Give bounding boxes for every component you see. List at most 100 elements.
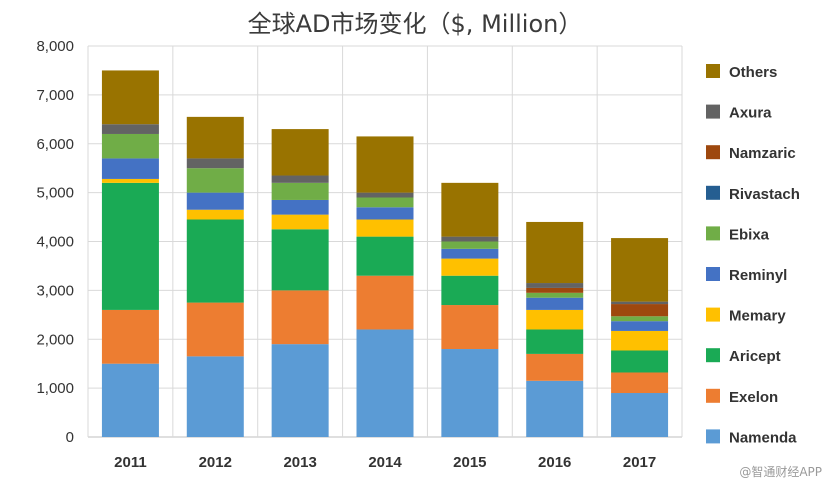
- legend-label-reminyl: Reminyl: [729, 267, 787, 284]
- bar-others-2016: [526, 221, 584, 284]
- bar-namenda-2017: [611, 393, 669, 437]
- bar-others-2013: [271, 129, 329, 176]
- bar-reminyl-2012: [186, 192, 244, 210]
- bar-aricept-2015: [441, 275, 499, 306]
- x-axis: 2011 2012 2013 2014 2015 2016 2017: [114, 454, 656, 471]
- legend-swatch-namzaric: [706, 145, 720, 160]
- legend-swatch-others: [706, 64, 720, 78]
- y-tick-label: 6,000: [36, 136, 74, 153]
- bars: [101, 70, 669, 437]
- bar-others-2011: [101, 70, 159, 125]
- bar-ebixa-2012: [186, 168, 244, 193]
- bar-ebixa-2016: [526, 292, 584, 298]
- bar-axura-2011: [101, 124, 159, 134]
- bar-exelon-2011: [101, 309, 159, 364]
- y-tick-label: 2,000: [36, 331, 74, 348]
- legend-swatch-namenda: [706, 429, 720, 444]
- legend-label-axura: Axura: [729, 105, 772, 122]
- bar-others-2015: [441, 182, 499, 237]
- bar-exelon-2015: [441, 305, 499, 350]
- x-tick-label: 2011: [114, 454, 147, 471]
- bar-reminyl-2011: [101, 158, 159, 179]
- bar-exelon-2016: [526, 353, 584, 381]
- bar-axura-2014: [356, 192, 414, 198]
- bar-memary-2014: [356, 219, 414, 237]
- legend-swatch-exelon: [706, 388, 720, 403]
- legend-label-namenda: Namenda: [729, 429, 797, 446]
- bar-reminyl-2016: [526, 297, 584, 310]
- legend-swatch-ebixa: [706, 226, 720, 241]
- y-tick-label: 3,000: [36, 282, 74, 299]
- bar-namenda-2014: [356, 329, 414, 437]
- bar-axura-2013: [271, 175, 329, 183]
- legend-swatch-aricept: [706, 348, 720, 363]
- bar-aricept-2014: [356, 236, 414, 276]
- y-tick-label: 7,000: [36, 87, 74, 104]
- bar-axura-2015: [441, 236, 499, 242]
- legend-swatch-memary: [706, 307, 720, 322]
- legend-swatch-axura: [706, 104, 720, 119]
- bar-others-2017: [611, 238, 669, 302]
- bar-aricept-2016: [526, 329, 584, 354]
- bar-namenda-2015: [441, 349, 499, 437]
- legend-label-aricept: Aricept: [729, 348, 781, 365]
- x-tick-label: 2013: [283, 454, 316, 471]
- bar-ebixa-2014: [356, 197, 414, 208]
- y-tick-label: 4,000: [36, 234, 74, 251]
- bar-exelon-2012: [186, 302, 244, 357]
- bar-aricept-2013: [271, 229, 329, 291]
- bar-exelon-2017: [611, 372, 669, 394]
- legend-label-memary: Memary: [729, 308, 786, 325]
- bar-exelon-2013: [271, 290, 329, 345]
- bar-namenda-2013: [271, 344, 329, 437]
- y-tick-label: 8,000: [36, 38, 74, 55]
- legend-label-others: Others: [729, 64, 777, 81]
- bar-ebixa-2011: [101, 133, 159, 159]
- bar-axura-2017: [611, 301, 669, 305]
- bar-memary-2012: [186, 209, 244, 220]
- bar-axura-2016: [526, 283, 584, 288]
- bar-reminyl-2017: [611, 321, 669, 331]
- legend: Others Axura Namzaric Rivastach Ebixa Reminyl…: [706, 64, 800, 446]
- bar-namenda-2012: [186, 356, 244, 437]
- chart-title: 全球AD市场变化（$, Million）: [248, 10, 583, 38]
- legend-label-rivastach: Rivastach: [729, 186, 800, 203]
- bar-aricept-2012: [186, 219, 244, 303]
- x-tick-label: 2012: [199, 454, 232, 471]
- y-tick-label: 1,000: [36, 380, 74, 397]
- bar-others-2012: [186, 116, 244, 159]
- bar-namenda-2016: [526, 380, 584, 437]
- bar-reminyl-2013: [271, 199, 329, 215]
- bar-aricept-2017: [611, 350, 669, 373]
- bar-reminyl-2015: [441, 248, 499, 259]
- x-tick-label: 2014: [368, 454, 402, 471]
- bar-memary-2013: [271, 214, 329, 230]
- bar-memary-2011: [101, 178, 159, 183]
- bar-ebixa-2015: [441, 241, 499, 249]
- bar-aricept-2011: [101, 182, 159, 310]
- legend-swatch-rivastach: [706, 185, 720, 200]
- legend-label-namzaric: Namzaric: [729, 145, 796, 162]
- bar-namzaric-2017: [611, 304, 669, 317]
- y-tick-label: 5,000: [36, 185, 74, 202]
- x-tick-label: 2015: [453, 454, 486, 471]
- bar-reminyl-2014: [356, 207, 414, 220]
- x-tick-label: 2016: [538, 454, 571, 471]
- watermark: @智通财经APP: [739, 464, 822, 479]
- bar-memary-2016: [526, 309, 584, 330]
- legend-label-ebixa: Ebixa: [729, 226, 770, 243]
- bar-others-2014: [356, 136, 414, 193]
- bar-namzaric-2016: [526, 287, 584, 293]
- bar-namenda-2011: [101, 363, 159, 437]
- bar-exelon-2014: [356, 275, 414, 330]
- bar-axura-2012: [186, 158, 244, 169]
- bar-memary-2017: [611, 330, 669, 351]
- y-tick-label: 0: [66, 429, 74, 446]
- bar-memary-2015: [441, 258, 499, 276]
- legend-label-exelon: Exelon: [729, 389, 778, 406]
- bar-ebixa-2017: [611, 316, 669, 322]
- x-tick-label: 2017: [623, 454, 656, 471]
- bar-ebixa-2013: [271, 182, 329, 200]
- legend-swatch-reminyl: [706, 267, 720, 281]
